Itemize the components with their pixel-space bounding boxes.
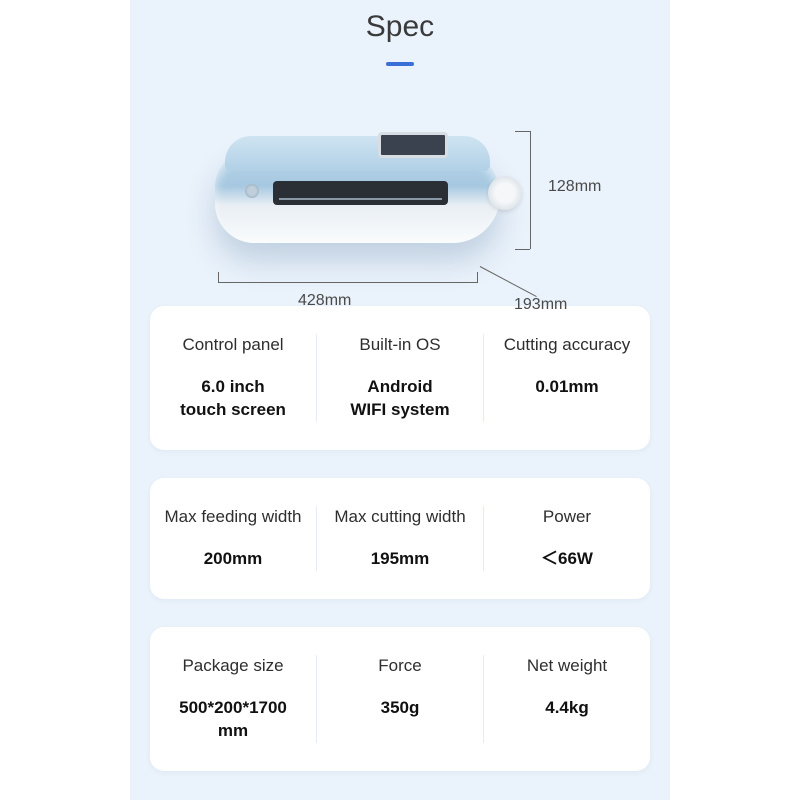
device-screen [378,132,448,158]
spec-label: Power [492,506,642,528]
dim-label-depth: 193mm [514,296,567,314]
spec-value: 0.01mm [492,376,642,399]
spec-cell: Max feeding width 200mm [150,506,317,571]
dim-tick [515,249,530,250]
spec-cell: Built-in OS Android WIFI system [317,334,484,422]
spec-value: 200mm [158,548,308,571]
spec-label: Cutting accuracy [492,334,642,356]
page-title: Spec [130,10,670,44]
dim-label-width: 428mm [298,292,351,310]
spec-card: Control panel 6.0 inch touch screen Buil… [150,306,650,450]
spec-value: 4.4kg [492,697,642,720]
spec-page: Spec 128mm 428mm 193mm Control panel 6.0… [130,0,670,800]
dim-line-height [530,131,531,249]
device-side-knob [488,176,522,210]
spec-label: Control panel [158,334,308,356]
spec-cell: Max cutting width 195mm [317,506,484,571]
title-underline [386,62,414,66]
spec-label: Max cutting width [325,506,475,528]
spec-card: Max feeding width 200mm Max cutting widt… [150,478,650,599]
spec-value: ＜66W [492,548,642,571]
product-diagram: 128mm 428mm 193mm [130,96,670,306]
spec-card: Package size 500*200*1700 mm Force 350g … [150,627,650,771]
spec-label: Max feeding width [158,506,308,528]
spec-cell: Cutting accuracy 0.01mm [484,334,650,422]
spec-label: Net weight [492,655,642,677]
spec-cell: Package size 500*200*1700 mm [150,655,317,743]
spec-cards: Control panel 6.0 inch touch screen Buil… [130,306,670,771]
spec-label: Built-in OS [325,334,475,356]
device-top [225,136,490,171]
spec-cell: Control panel 6.0 inch touch screen [150,334,317,422]
device-illustration [215,126,510,256]
spec-value: 195mm [325,548,475,571]
device-slot [273,181,448,205]
dim-tick [515,131,530,132]
spec-label: Force [325,655,475,677]
spec-cell: Force 350g [317,655,484,743]
spec-label: Package size [158,655,308,677]
device-power-button [245,184,259,198]
dim-line-width [218,282,478,283]
spec-cell: Power ＜66W [484,506,650,571]
spec-value: 350g [325,697,475,720]
dim-label-height: 128mm [548,178,601,196]
spec-value: 6.0 inch touch screen [158,376,308,422]
spec-cell: Net weight 4.4kg [484,655,650,743]
spec-value: Android WIFI system [325,376,475,422]
dim-line-depth [480,266,537,297]
spec-value: 500*200*1700 mm [158,697,308,743]
